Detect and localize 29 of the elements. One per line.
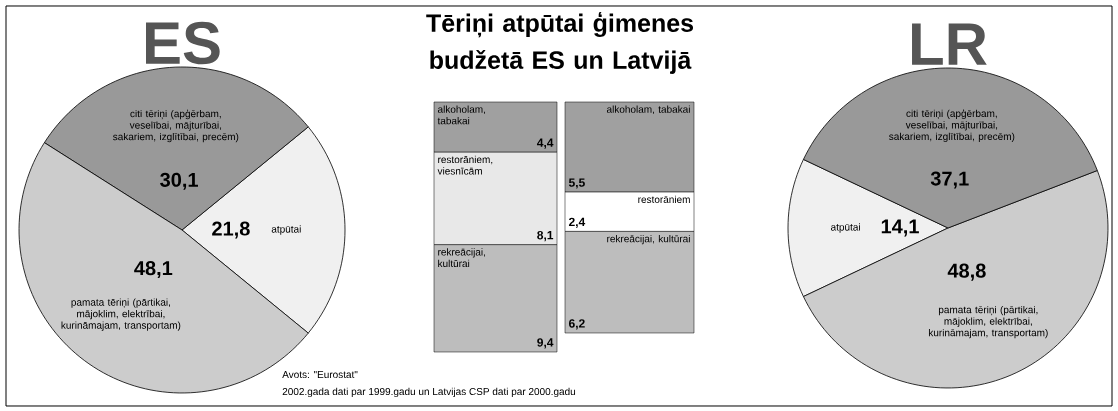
slice-label: citi tēriņi (apģērbam, veselībai, mājturībai, sakariem, izglītībai, precēm) xyxy=(113,109,239,143)
chart-title: ES xyxy=(146,21,220,65)
slice-label: pamata tēriņi (pārtikai, mājoklim, elektrībai, kurināmajam, transportam) xyxy=(61,298,181,331)
series-label: alkoholam, tabakai xyxy=(606,105,690,115)
series-label: restorāniem, viesnīcām xyxy=(437,155,493,175)
slice-label: atpūtai xyxy=(831,223,860,233)
series-label: rekreācijai, kultūrai xyxy=(607,234,690,245)
chart-title: Tēriņi atpūtai ģimenes budžetā ES un Latvijā xyxy=(426,12,694,74)
chart-title: LR xyxy=(912,23,987,65)
text: 2002.gada dati par 1999.gadu un Latvijas CSP dati par 2000.gadu xyxy=(282,387,576,398)
data-label: 2,4 xyxy=(568,217,586,228)
series-label: restorāniem xyxy=(638,195,690,203)
data-label: 9,4 xyxy=(537,338,554,349)
data-label: 21,8 xyxy=(212,221,250,239)
text: Avots: "Eurostat" xyxy=(282,371,358,379)
series-label: alkoholam, tabakai xyxy=(437,105,485,125)
data-label: 37,1 xyxy=(930,171,969,189)
data-label: 48,8 xyxy=(947,263,986,281)
data-label: 5,5 xyxy=(568,178,585,189)
slice-label: citi tēriņi (apģērbam, veselībai, mājturībai, sakariem, izglītībai, precēm) xyxy=(889,109,1015,142)
data-label: 48,1 xyxy=(134,261,173,279)
data-label: 30,1 xyxy=(160,172,198,190)
data-label: 6,2 xyxy=(568,319,585,330)
data-label: 8,1 xyxy=(537,230,554,242)
slice-label: pamata tēriņi (pārtikai, mājoklim, elektrībai, kurināmajam, transportam) xyxy=(928,305,1048,339)
slice-label: atpūtai xyxy=(271,225,301,235)
data-label: 4,4 xyxy=(536,138,554,149)
series-label: rekreācijai, kultūrai xyxy=(438,248,485,268)
data-label: 14,1 xyxy=(881,219,919,237)
